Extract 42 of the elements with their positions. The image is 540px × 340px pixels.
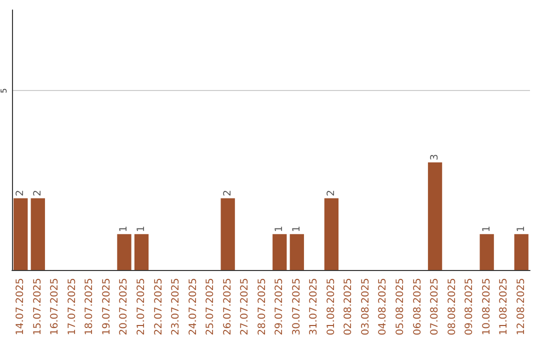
x-tick-label: 15.07.2025 (32, 278, 44, 336)
x-tick-label: 16.07.2025 (50, 278, 61, 336)
x-tick-label: 08.08.2025 (446, 278, 458, 336)
x-tick-label: 19.07.2025 (101, 278, 112, 336)
x-tick-label: 28.07.2025 (256, 278, 268, 336)
data-label: 1 (274, 226, 286, 232)
y-tick-label: 5 (0, 88, 8, 94)
x-tick-label: 17.07.2025 (66, 278, 78, 336)
x-tick-label: 12.08.2025 (516, 278, 527, 336)
x-tick-label: 01.08.2025 (326, 278, 337, 336)
x-tick-label: 31.07.2025 (308, 278, 320, 336)
data-label: 2 (222, 190, 234, 196)
x-tick-label: 14.07.2025 (15, 278, 26, 336)
x-tick-label: 20.07.2025 (118, 278, 130, 336)
x-tick-label: 30.07.2025 (291, 278, 302, 336)
x-tick-label: 27.07.2025 (240, 278, 251, 336)
x-tick-label: 26.07.2025 (222, 278, 234, 336)
x-tick-label: 02.08.2025 (343, 278, 354, 336)
x-tick-label: 05.08.2025 (395, 278, 406, 336)
x-tick-label: 24.07.2025 (188, 278, 199, 336)
data-label: 1 (136, 226, 147, 232)
x-tick-label: 22.07.2025 (153, 278, 164, 336)
x-tick-label: 18.07.2025 (84, 278, 96, 336)
data-label: 1 (481, 226, 492, 232)
data-label: 2 (32, 190, 44, 196)
x-tick-label: 25.07.2025 (205, 278, 216, 336)
x-tick-label: 11.08.2025 (498, 278, 510, 336)
x-tick-label: 03.08.2025 (360, 278, 372, 336)
data-label: 2 (326, 190, 337, 196)
x-tick-label: 07.08.2025 (430, 278, 441, 336)
x-tick-label: 09.08.2025 (464, 278, 476, 336)
data-label: 1 (516, 226, 527, 232)
data-label: 3 (430, 154, 441, 160)
x-tick-label: 23.07.2025 (170, 278, 182, 336)
x-tick-label: 10.08.2025 (481, 278, 492, 336)
x-tick-label: 06.08.2025 (412, 278, 424, 336)
x-tick-label: 29.07.2025 (274, 278, 286, 336)
x-tick-label: 21.07.2025 (136, 278, 147, 336)
data-label: 1 (118, 226, 130, 232)
x-tick-label: 04.08.2025 (378, 278, 389, 336)
data-label: 2 (15, 190, 26, 196)
data-label: 1 (291, 226, 302, 232)
